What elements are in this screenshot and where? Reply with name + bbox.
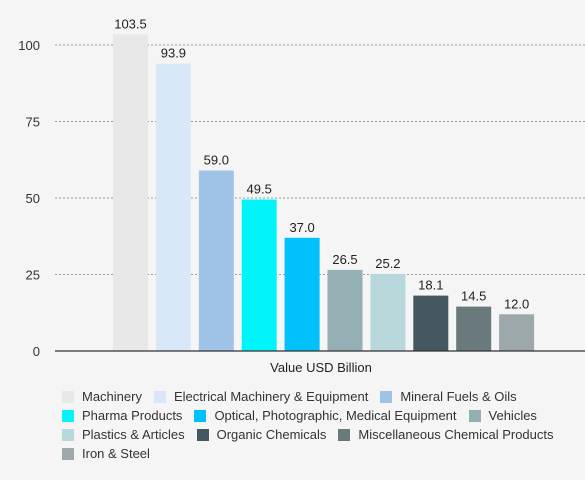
legend-item[interactable]: Vehicles	[468, 408, 537, 424]
legend-label: Optical, Photographic, Medical Equipment	[214, 408, 457, 423]
data-label: 18.1	[418, 278, 443, 293]
chart: 0 25 50 75 100 103.5 93.9 59.0 49.5 37.0 26.5 25.2…	[18, 16, 585, 461]
legend-label: Electrical Machinery & Equipment	[173, 389, 369, 404]
y-tick-label: 75	[26, 115, 40, 130]
bar	[327, 269, 363, 351]
legend-label: Pharma Products	[82, 408, 183, 423]
legend-item[interactable]: Plastics & Articles	[62, 427, 185, 443]
bar	[499, 314, 535, 351]
bar	[456, 306, 492, 351]
data-label: 49.5	[247, 182, 272, 197]
bar	[241, 199, 277, 351]
legend-item[interactable]: Optical, Photographic, Medical Equipment	[194, 408, 457, 424]
data-label: 93.9	[161, 46, 186, 61]
y-tick-label: 50	[26, 191, 40, 206]
legend-item[interactable]: Iron & Steel	[62, 446, 150, 462]
bar-chart-svg: 0 25 50 75 100 103.5 93.9 59.0 49.5 37.0 26.5 25.2…	[18, 16, 585, 375]
legend-label: Machinery	[82, 389, 142, 404]
y-tick-label: 100	[18, 38, 40, 53]
legend-swatch	[62, 429, 74, 441]
legend-swatch	[380, 391, 393, 403]
bar	[284, 237, 320, 351]
legend-swatch	[338, 429, 351, 441]
data-label: 26.5	[332, 252, 357, 267]
bars	[113, 34, 535, 352]
legend-item[interactable]: Organic Chemicals	[196, 427, 327, 443]
y-tick-label: 25	[26, 268, 40, 283]
bar	[155, 63, 191, 351]
bar	[413, 295, 449, 351]
legend-item[interactable]: Pharma Products	[62, 408, 182, 424]
legend-label: Miscellaneous Chemical Products	[358, 427, 554, 442]
bar	[198, 170, 234, 351]
legend-item[interactable]: Electrical Machinery & Equipment	[153, 389, 369, 405]
legend-swatch	[196, 429, 209, 441]
legend-swatch	[62, 391, 74, 403]
bar	[370, 273, 406, 351]
x-axis-label: Value USD Billion	[270, 360, 372, 375]
legend-swatch	[468, 410, 481, 422]
bar	[113, 34, 148, 352]
legend: Machinery Electrical Machinery & Equipmen…	[62, 389, 577, 462]
legend-item[interactable]: Mineral Fuels & Oils	[380, 389, 517, 405]
y-tick-label: 0	[33, 344, 40, 359]
y-axis-ticks: 0 25 50 75 100	[18, 38, 40, 359]
data-label: 103.5	[114, 16, 147, 31]
legend-item[interactable]: Miscellaneous Chemical Products	[338, 427, 554, 443]
data-label: 25.2	[375, 256, 400, 271]
legend-swatch	[153, 391, 166, 403]
legend-label: Plastics & Articles	[82, 427, 185, 442]
legend-swatch	[194, 410, 207, 422]
data-label: 37.0	[289, 220, 314, 235]
legend-label: Organic Chemicals	[216, 427, 327, 442]
data-label: 12.0	[504, 296, 529, 311]
data-labels: 103.5 93.9 59.0 49.5 37.0 26.5 25.2 18.1 14.5 12.…	[114, 16, 529, 311]
legend-label: Mineral Fuels & Oils	[400, 389, 517, 404]
data-label: 59.0	[204, 153, 229, 168]
legend-label: Vehicles	[488, 408, 537, 423]
legend-item[interactable]: Machinery	[62, 389, 142, 405]
legend-label: Iron & Steel	[82, 446, 150, 461]
legend-swatch	[62, 448, 74, 460]
legend-swatch	[62, 410, 74, 422]
data-label: 14.5	[461, 289, 486, 304]
